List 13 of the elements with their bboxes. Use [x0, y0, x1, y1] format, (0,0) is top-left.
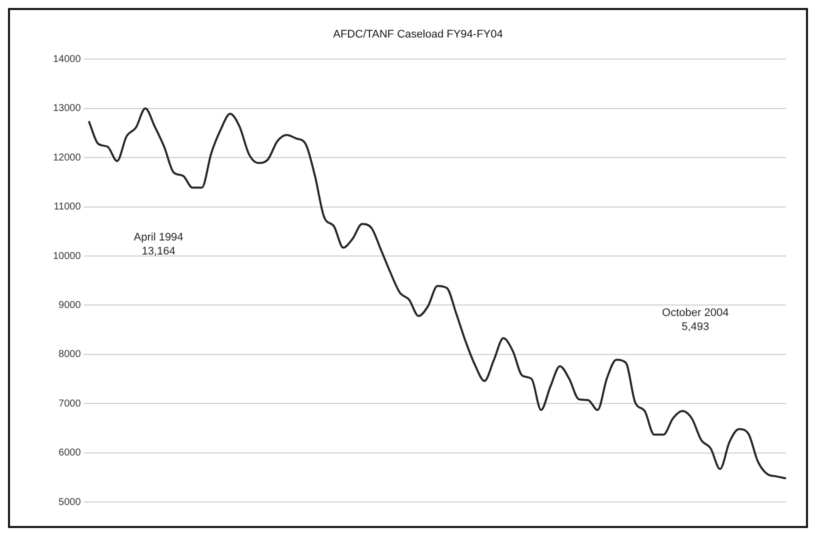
y-tick-label: 10000 — [52, 250, 82, 262]
annotation: April 1994 13,164 — [134, 232, 184, 258]
y-tick-label: 7000 — [58, 398, 82, 410]
y-tick-label: 6000 — [58, 448, 82, 459]
y-tick-label: 5000 — [58, 496, 82, 508]
y-tick-label: 14000 — [52, 54, 82, 65]
y-tick-label: 12000 — [52, 152, 82, 164]
y-tick-label: 9000 — [58, 300, 82, 311]
chart-title: AFDC/TANF Caseload FY94-FY04 — [333, 28, 503, 41]
annotation: October 2004 5,493 — [662, 307, 729, 334]
y-tick-label: 8000 — [58, 349, 82, 360]
y-tick-label: 13000 — [52, 103, 82, 114]
y-tick-label: 11000 — [54, 202, 82, 213]
